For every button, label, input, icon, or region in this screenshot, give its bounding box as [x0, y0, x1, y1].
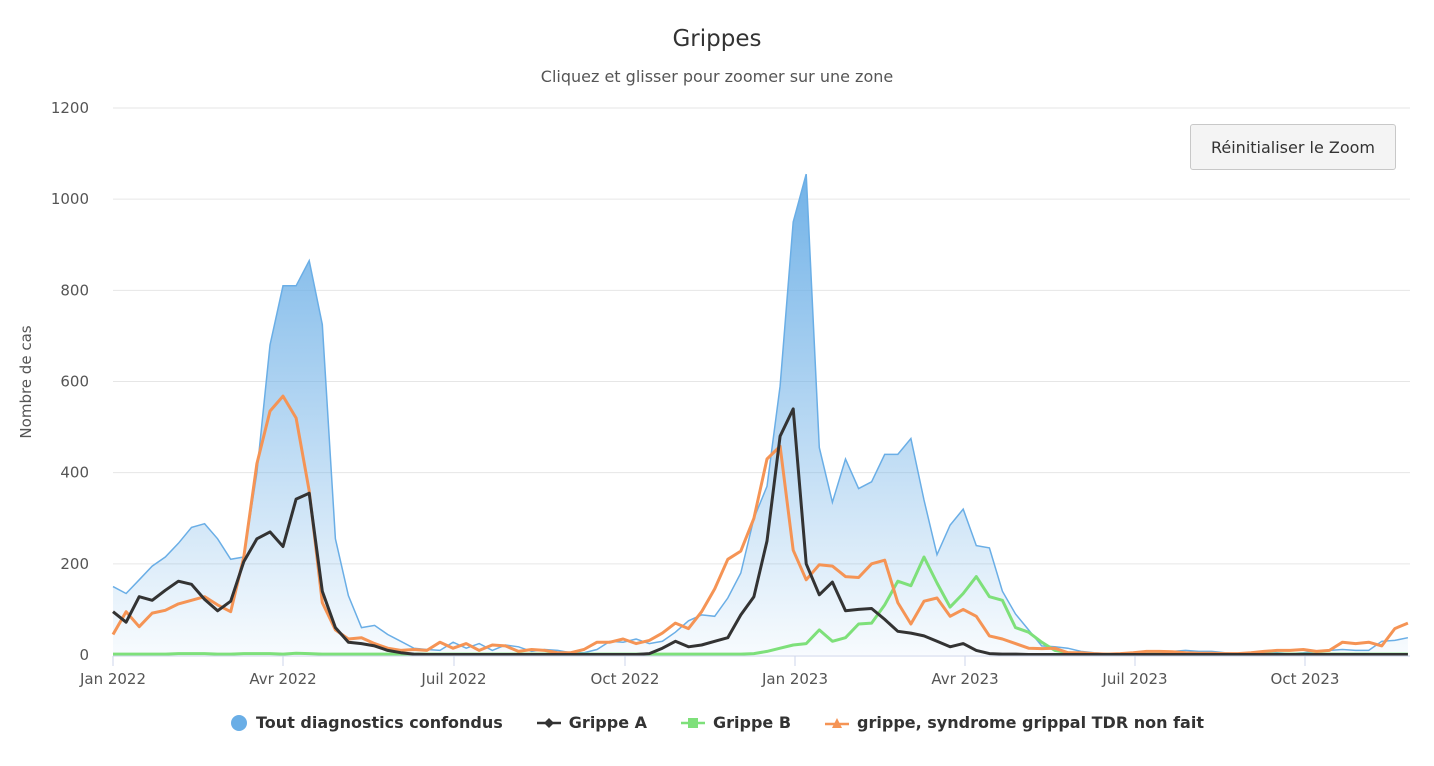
y-tick-label: 600: [60, 373, 89, 391]
legend-item-tdr-non-fait[interactable]: grippe, syndrome grippal TDR non fait: [825, 713, 1204, 732]
x-tick-label: Jan 2023: [761, 670, 828, 688]
series-line[interactable]: [111, 394, 1409, 656]
x-tick-label: Jan 2022: [79, 670, 146, 688]
y-axis-ticks: 0 200 400 600 800 1000 1200: [51, 99, 89, 664]
reset-zoom-button[interactable]: Réinitialiser le Zoom: [1190, 124, 1396, 170]
x-tick-label: Avr 2023: [931, 670, 998, 688]
x-tick-label: Juil 2023: [1101, 670, 1167, 688]
y-tick-label: 800: [60, 281, 89, 299]
series-line-tout[interactable]: [112, 173, 1409, 655]
series-area-tout[interactable]: [113, 174, 1408, 655]
legend-label: Grippe A: [568, 713, 648, 732]
x-tick-label: Oct 2023: [1271, 670, 1340, 688]
legend-label: Grippe B: [713, 713, 792, 732]
y-axis-label: Nombre de cas: [17, 325, 35, 438]
legend-label: Tout diagnostics confondus: [256, 713, 503, 732]
y-tick-label: 200: [60, 555, 89, 573]
x-tick-label: Juil 2022: [420, 670, 486, 688]
triangle-line-icon: [825, 717, 850, 728]
legend-item-grippe-b[interactable]: Grippe B: [681, 713, 791, 732]
series-group[interactable]: [111, 173, 1409, 656]
series-line[interactable]: [112, 407, 1408, 656]
square-line-icon: [681, 717, 706, 728]
y-tick-label: 1200: [51, 99, 89, 117]
legend-item-tout[interactable]: Tout diagnostics confondus: [230, 713, 503, 732]
x-tick-label: Oct 2022: [591, 670, 660, 688]
legend-label: grippe, syndrome grippal TDR non fait: [857, 713, 1204, 732]
chart-title: Grippes: [672, 26, 762, 52]
diamond-line-icon: [536, 717, 561, 728]
x-axis-ticks: Jan 2022 Avr 2022 Juil 2022 Oct 2022 Jan 202…: [79, 656, 1339, 688]
y-tick-label: 400: [60, 464, 89, 482]
legend-item-grippe-a[interactable]: Grippe A: [536, 713, 648, 732]
circle-icon: [231, 714, 248, 731]
chart-subtitle: Cliquez et glisser pour zoomer sur une z…: [540, 67, 894, 86]
legend: Tout diagnostics confondus Grippe A Grip…: [0, 713, 1434, 732]
x-tick-label: Avr 2022: [249, 670, 316, 688]
y-tick-label: 1000: [51, 190, 89, 208]
y-tick-label: 0: [79, 646, 89, 664]
